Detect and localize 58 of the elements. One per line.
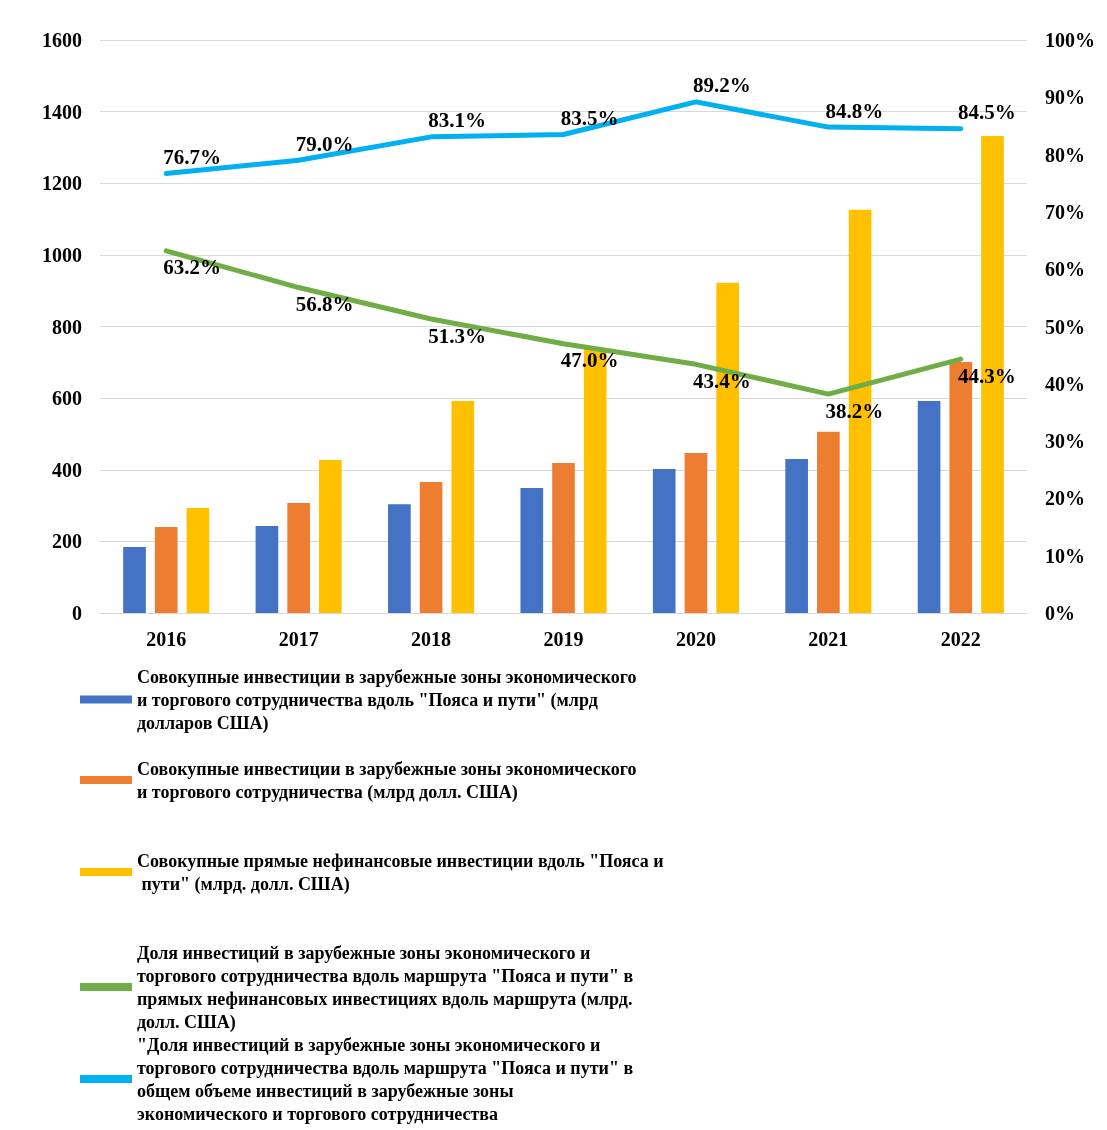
data-label: 56.8%: [295, 292, 354, 317]
data-label: 63.2%: [163, 255, 222, 280]
y-tick-label: 1200: [42, 172, 82, 195]
y-tick-label: 200: [52, 530, 82, 553]
bar: [552, 462, 575, 613]
y-tick-label: 1400: [42, 100, 82, 123]
y2-tick-label: 10%: [1045, 544, 1085, 567]
bar: [817, 431, 840, 613]
y2-tick-label: 40%: [1045, 372, 1085, 395]
legend-label: Доля инвестиций в зарубежные зоны экономического и торгового сотрудничества вдоль маршрута "Пояса и пути" в прямых нефинансовых инвестициях вдоль маршрута (млрд. долл. США): [137, 942, 638, 1033]
y-tick-label: 800: [52, 315, 82, 338]
y2-tick-label: 50%: [1045, 315, 1085, 338]
x-tick-label: 2017: [278, 628, 319, 650]
legend-label: Совокупные прямые нефинансовые инвестиции вдоль "Пояса и пути" (млрд. долл. США): [137, 850, 664, 895]
bar: [684, 452, 708, 613]
y2-tick-label: 90%: [1045, 86, 1085, 109]
data-label: 79.0%: [295, 131, 354, 156]
y2-tick-label: 20%: [1045, 487, 1085, 510]
legend-label: Совокупные инвестиции в зарубежные зоны экономического и торгового сотрудничества (млрд долл. США): [137, 758, 642, 803]
bar: [388, 504, 411, 613]
y-tick-label: 0: [72, 602, 82, 624]
legend-label: "Доля инвестиций в зарубежные зоны экономического и торгового сотрудничества вдоль маршрута "Пояса и пути" в общем объеме инвестиций в зарубежные зоны экономического и торгового сотрудничества: [137, 1034, 638, 1124]
y2-tick-label: 0%: [1045, 602, 1075, 624]
bar: [255, 525, 279, 613]
data-label: 89.2%: [693, 73, 751, 98]
bar: [520, 488, 544, 613]
bar: [186, 508, 210, 613]
bar: [287, 503, 310, 613]
x-tick-label: 2022: [940, 628, 981, 650]
legend-label: Совокупные инвестиции в зарубежные зоны экономического и торгового сотрудничества вдоль "Пояса и пути" (млрд долларов США): [137, 666, 642, 734]
bar: [123, 547, 146, 613]
bar: [419, 481, 443, 613]
data-label: 84.8%: [825, 98, 884, 123]
data-label: 51.3%: [428, 323, 486, 348]
x-tick-label: 2021: [808, 628, 849, 650]
data-label: 76.7%: [163, 145, 222, 170]
y-tick-label: 1600: [42, 29, 82, 51]
bar: [917, 400, 941, 613]
y-tick-label: 1000: [42, 243, 82, 266]
y-tick-label: 600: [52, 387, 82, 410]
bar: [785, 459, 808, 613]
x-tick-label: 2020: [675, 628, 716, 650]
x-tick-label: 2019: [543, 628, 584, 650]
bar: [451, 400, 475, 613]
y2-tick-label: 30%: [1045, 430, 1085, 453]
data-label: 83.5%: [560, 106, 619, 131]
data-label: 84.5%: [957, 100, 1016, 125]
y2-tick-label: 70%: [1045, 200, 1085, 223]
y-tick-label: 400: [52, 458, 82, 481]
bar: [652, 469, 676, 613]
bar: [154, 527, 178, 613]
x-tick-label: 2016: [146, 628, 187, 650]
y2-tick-label: 100%: [1045, 29, 1095, 51]
x-tick-label: 2018: [411, 628, 452, 650]
y2-tick-label: 60%: [1045, 258, 1085, 281]
data-label: 83.1%: [428, 108, 486, 133]
y2-tick-label: 80%: [1045, 143, 1085, 166]
bar: [319, 460, 342, 613]
